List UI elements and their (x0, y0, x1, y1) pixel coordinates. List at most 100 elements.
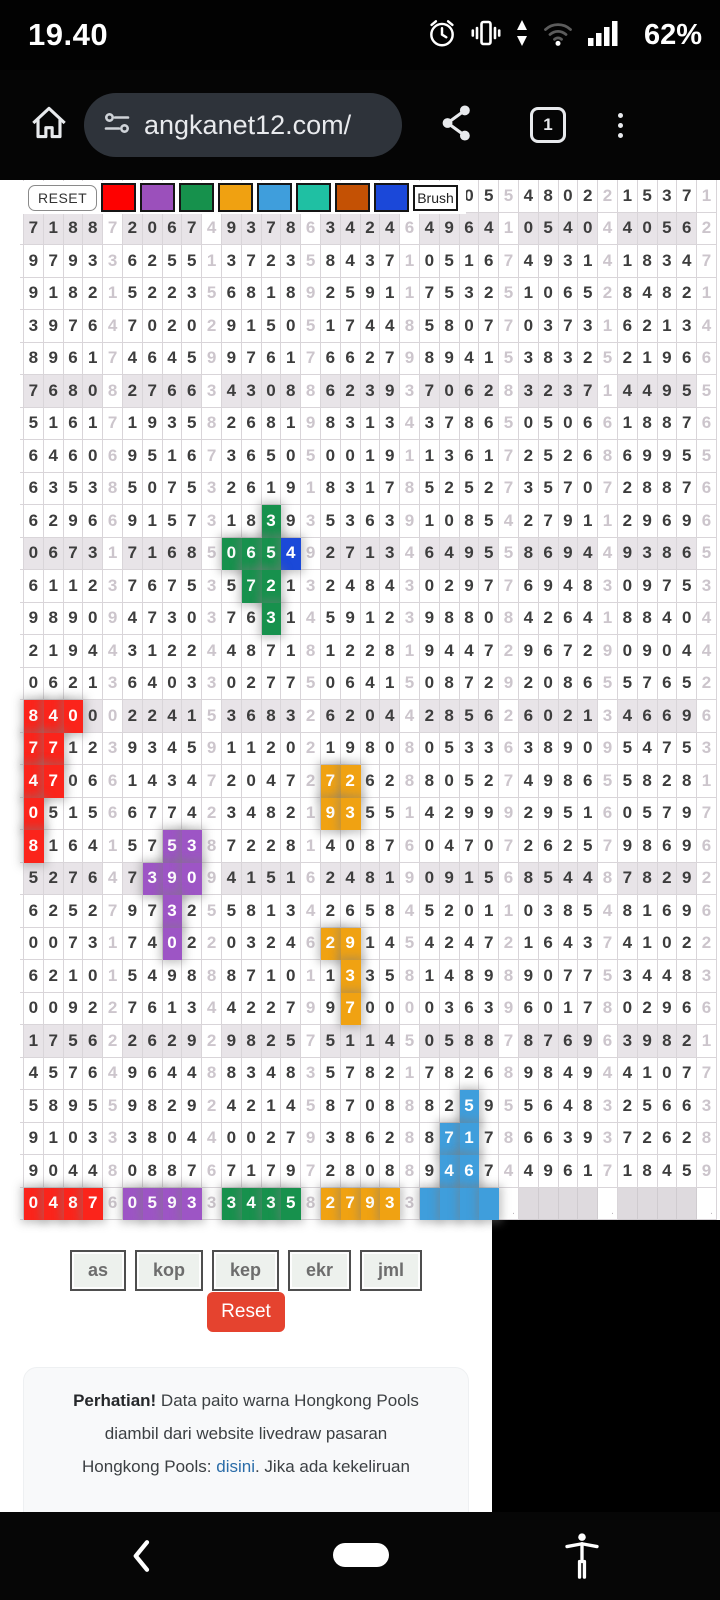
paito-cell[interactable]: 0 (459, 310, 480, 343)
paito-cell[interactable]: 0 (221, 667, 242, 700)
paito-cell[interactable]: 8 (439, 310, 460, 343)
paito-cell[interactable]: 5 (320, 1025, 341, 1058)
paito-cell[interactable]: 9 (301, 277, 321, 310)
paito-cell[interactable]: 9 (122, 505, 143, 538)
paito-cell[interactable]: 3 (122, 1122, 143, 1155)
paito-cell[interactable]: 9 (340, 927, 361, 960)
paito-cell[interactable]: 9 (538, 245, 559, 278)
paito-cell[interactable]: 4 (281, 1090, 302, 1123)
paito-cell[interactable]: 4 (518, 602, 539, 635)
paito-cell[interactable]: 5 (499, 180, 519, 213)
paito-cell[interactable]: 2 (202, 1090, 222, 1123)
paito-cell[interactable]: 2 (162, 635, 183, 668)
paito-cell[interactable]: 7 (499, 440, 519, 473)
paito-cell[interactable]: 7 (419, 1057, 440, 1090)
paito-cell[interactable]: 6 (162, 212, 183, 245)
paito-cell[interactable]: 6 (122, 667, 143, 700)
paito-cell[interactable]: 5 (637, 1090, 658, 1123)
paito-cell[interactable]: 3 (241, 927, 262, 960)
paito-cell[interactable]: 9 (637, 440, 658, 473)
paito-cell[interactable]: 0 (578, 212, 599, 245)
paito-cell[interactable]: 7 (103, 212, 123, 245)
paito-cell[interactable]: 4 (83, 635, 104, 668)
paito-cell[interactable]: 4 (518, 765, 539, 798)
paito-cell[interactable]: 6 (301, 862, 321, 895)
paito-cell[interactable]: 7 (340, 310, 361, 343)
paito-cell[interactable]: 8 (281, 277, 302, 310)
paito-cell[interactable]: 6 (400, 830, 420, 863)
paito-cell[interactable]: 5 (162, 505, 183, 538)
paito-cell[interactable]: 6 (677, 992, 698, 1025)
paito-cell[interactable]: 8 (657, 277, 678, 310)
paito-cell[interactable]: 9 (439, 342, 460, 375)
paito-cell[interactable]: 2 (142, 277, 163, 310)
paito-cell[interactable]: 7 (24, 375, 44, 408)
color-swatch-5[interactable] (296, 183, 332, 212)
paito-cell[interactable]: 7 (419, 375, 440, 408)
paito-cell[interactable]: 7 (142, 602, 163, 635)
paito-cell[interactable]: 2 (103, 1025, 123, 1058)
paito-cell[interactable]: 8 (637, 765, 658, 798)
paito-cell[interactable] (578, 1187, 599, 1220)
paito-cell[interactable]: 5 (499, 277, 519, 310)
paito-cell[interactable]: 8 (518, 537, 539, 570)
paito-cell[interactable]: 6 (518, 992, 539, 1025)
paito-cell[interactable]: 5 (380, 960, 401, 993)
paito-cell[interactable]: 0 (617, 635, 638, 668)
paito-cell[interactable]: 0 (261, 375, 282, 408)
paito-cell[interactable]: 1 (103, 537, 123, 570)
paito-cell[interactable]: 4 (419, 212, 440, 245)
paito-cell[interactable]: 8 (360, 830, 381, 863)
paito-cell[interactable]: 6 (697, 830, 717, 863)
paito-cell[interactable]: 3 (479, 732, 500, 765)
paito-cell[interactable]: 8 (400, 1155, 420, 1188)
paito-cell[interactable]: 8 (103, 1155, 123, 1188)
paito-cell[interactable]: 3 (202, 570, 222, 603)
paito-cell[interactable]: 4 (142, 667, 163, 700)
paito-cell[interactable]: 9 (24, 1155, 44, 1188)
paito-cell[interactable]: 3 (182, 277, 203, 310)
paito-cell[interactable]: 8 (360, 570, 381, 603)
paito-cell[interactable]: 6 (63, 440, 84, 473)
paito-cell[interactable] (617, 1187, 638, 1220)
paito-cell[interactable]: 3 (202, 602, 222, 635)
paito-cell[interactable]: 8 (380, 1090, 401, 1123)
paito-cell[interactable]: 7 (162, 797, 183, 830)
paito-cell[interactable]: 2 (320, 1155, 341, 1188)
paito-cell[interactable]: 0 (380, 992, 401, 1025)
paito-cell[interactable]: 5 (202, 895, 222, 928)
paito-cell[interactable]: 5 (83, 797, 104, 830)
paito-cell[interactable]: 4 (400, 700, 420, 733)
paito-cell[interactable]: 5 (221, 895, 242, 928)
paito-cell[interactable]: 2 (558, 830, 579, 863)
paito-cell[interactable]: 2 (103, 992, 123, 1025)
paito-cell[interactable]: 0 (419, 830, 440, 863)
paito-cell[interactable]: 8 (479, 1025, 500, 1058)
paito-cell[interactable]: 7 (697, 245, 717, 278)
paito-cell[interactable]: 1 (261, 1090, 282, 1123)
paito-cell[interactable]: 5 (419, 472, 440, 505)
paito-cell[interactable]: 9 (578, 1057, 599, 1090)
paito-cell[interactable]: 1 (380, 667, 401, 700)
paito-cell[interactable]: 1 (617, 407, 638, 440)
paito-cell[interactable]: 6 (63, 830, 84, 863)
paito-cell[interactable]: 5 (439, 1025, 460, 1058)
paito-cell[interactable]: 7 (657, 732, 678, 765)
paito-cell[interactable]: 9 (677, 797, 698, 830)
paito-cell[interactable]: 6 (697, 342, 717, 375)
paito-cell[interactable]: 9 (103, 602, 123, 635)
paito-cell[interactable]: 7 (578, 960, 599, 993)
paito-cell[interactable]: 9 (122, 895, 143, 928)
paito-cell[interactable]: 6 (538, 927, 559, 960)
paito-cell[interactable]: 3 (83, 537, 104, 570)
paito-cell[interactable]: 2 (83, 895, 104, 928)
paito-cell[interactable]: 5 (439, 277, 460, 310)
paito-cell[interactable]: 3 (340, 960, 361, 993)
paito-cell[interactable]: 6 (657, 1122, 678, 1155)
paito-cell[interactable]: 3 (400, 602, 420, 635)
paito-cell[interactable]: 2 (182, 927, 203, 960)
paito-cell[interactable]: 9 (301, 537, 321, 570)
paito-cell[interactable]: 7 (261, 1155, 282, 1188)
paito-cell[interactable]: 9 (301, 407, 321, 440)
paito-cell[interactable]: 6 (697, 895, 717, 928)
